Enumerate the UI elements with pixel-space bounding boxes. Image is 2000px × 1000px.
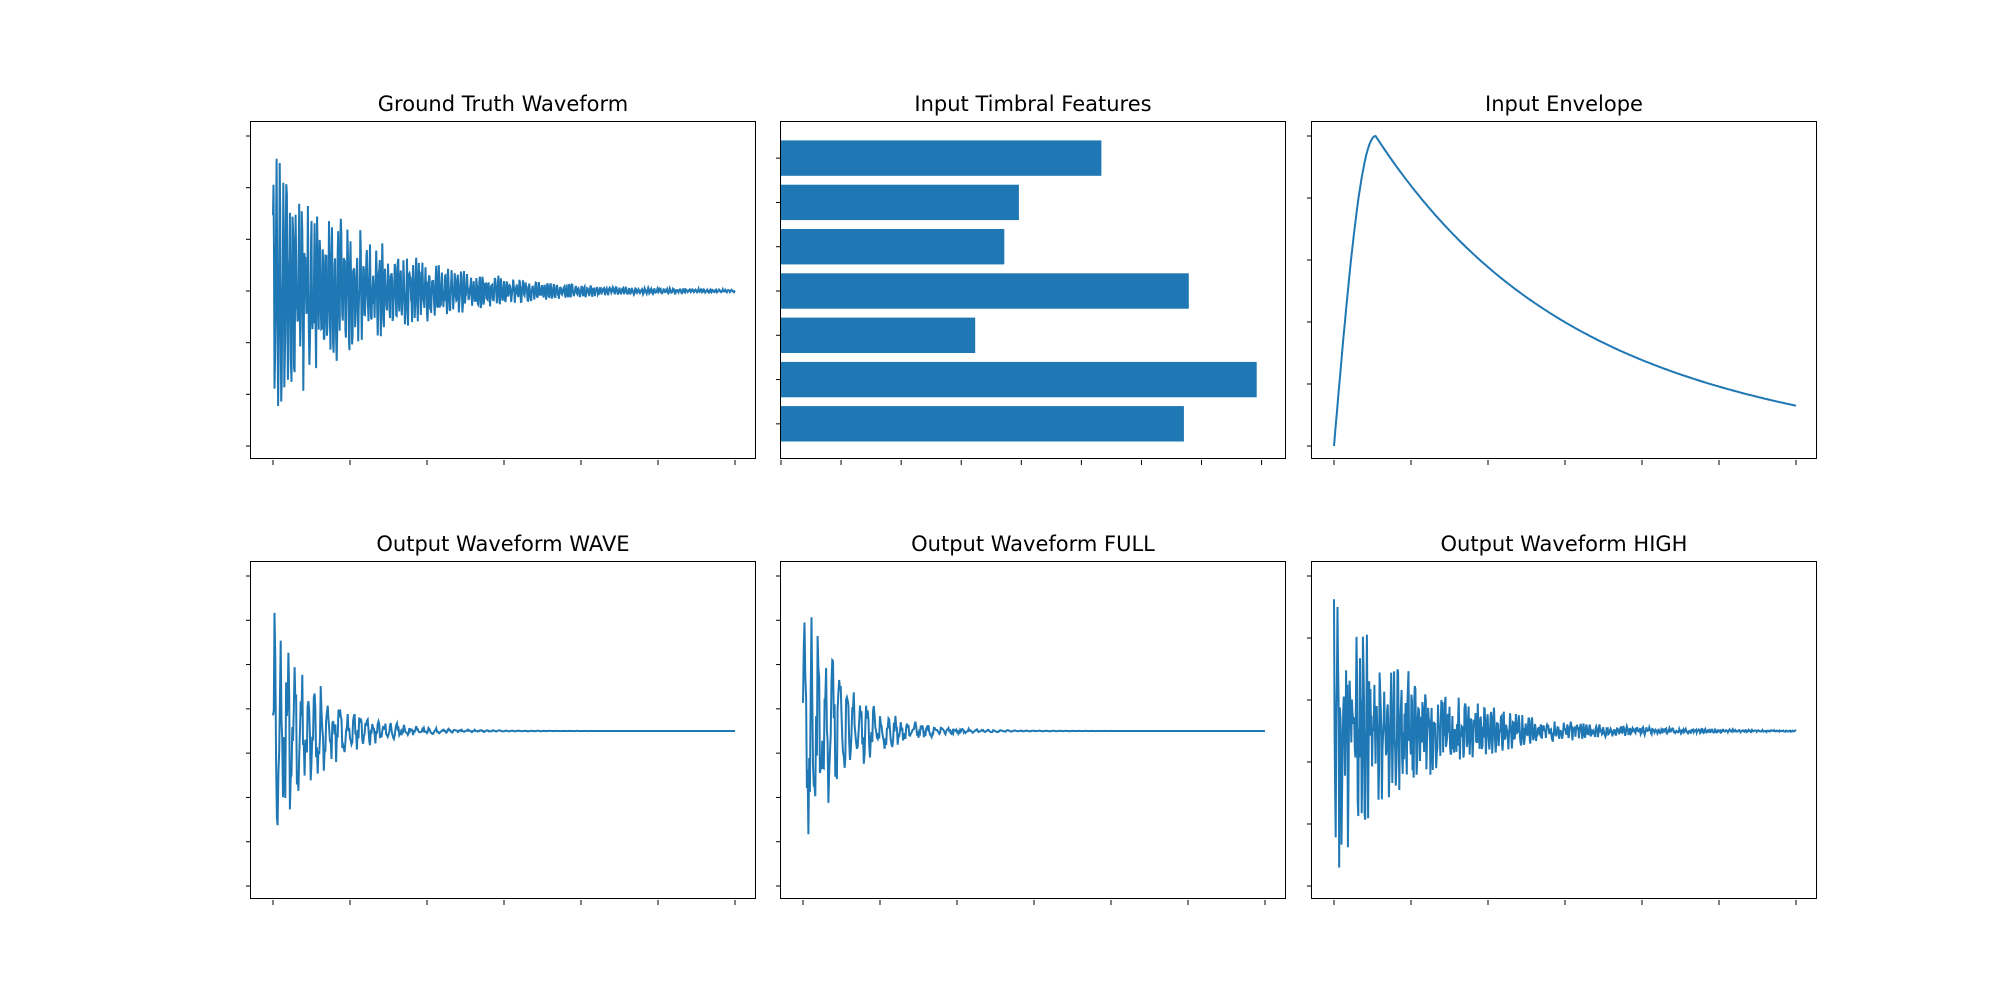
chart-title: Input Envelope — [1485, 92, 1643, 116]
chart-title: Output Waveform WAVE — [376, 532, 630, 556]
series-line — [1333, 134, 1797, 447]
bar — [781, 140, 1102, 176]
chart-svg — [1307, 134, 1797, 465]
chart-title: Output Waveform HIGH — [1440, 532, 1688, 556]
panel-output-waveform-high: Output Waveform HIGH — [1307, 532, 1817, 905]
panel-input-timbral-features: Input Timbral Features — [776, 92, 1286, 465]
plot-area — [1307, 121, 1817, 465]
plot-area — [776, 121, 1286, 465]
panel-ground-truth-waveform: Ground Truth Waveform — [246, 92, 756, 465]
series-line — [272, 612, 735, 826]
chart-svg — [1307, 575, 1797, 905]
series-line — [1333, 599, 1797, 868]
bar — [781, 361, 1257, 398]
plot-area — [246, 561, 756, 905]
chart-svg — [246, 135, 736, 465]
panel-input-envelope: Input Envelope — [1307, 92, 1817, 465]
panel-output-waveform-full: Output Waveform FULL — [776, 532, 1286, 905]
bar — [781, 229, 1005, 265]
series-line — [802, 617, 1265, 835]
plot-area — [1307, 561, 1817, 905]
chart-svg — [776, 140, 1263, 465]
chart-svg — [776, 575, 1266, 905]
plot-area — [246, 121, 756, 465]
series-line — [272, 158, 736, 407]
bar — [781, 184, 1019, 221]
chart-title: Input Timbral Features — [914, 92, 1152, 116]
chart-title: Output Waveform FULL — [911, 532, 1155, 556]
chart-title: Ground Truth Waveform — [377, 92, 629, 116]
bar — [781, 406, 1184, 442]
chart-svg — [246, 575, 736, 905]
bar — [781, 317, 976, 353]
plot-area — [776, 561, 1286, 905]
bar — [781, 273, 1189, 309]
panel-output-waveform-wave: Output Waveform WAVE — [246, 532, 756, 905]
